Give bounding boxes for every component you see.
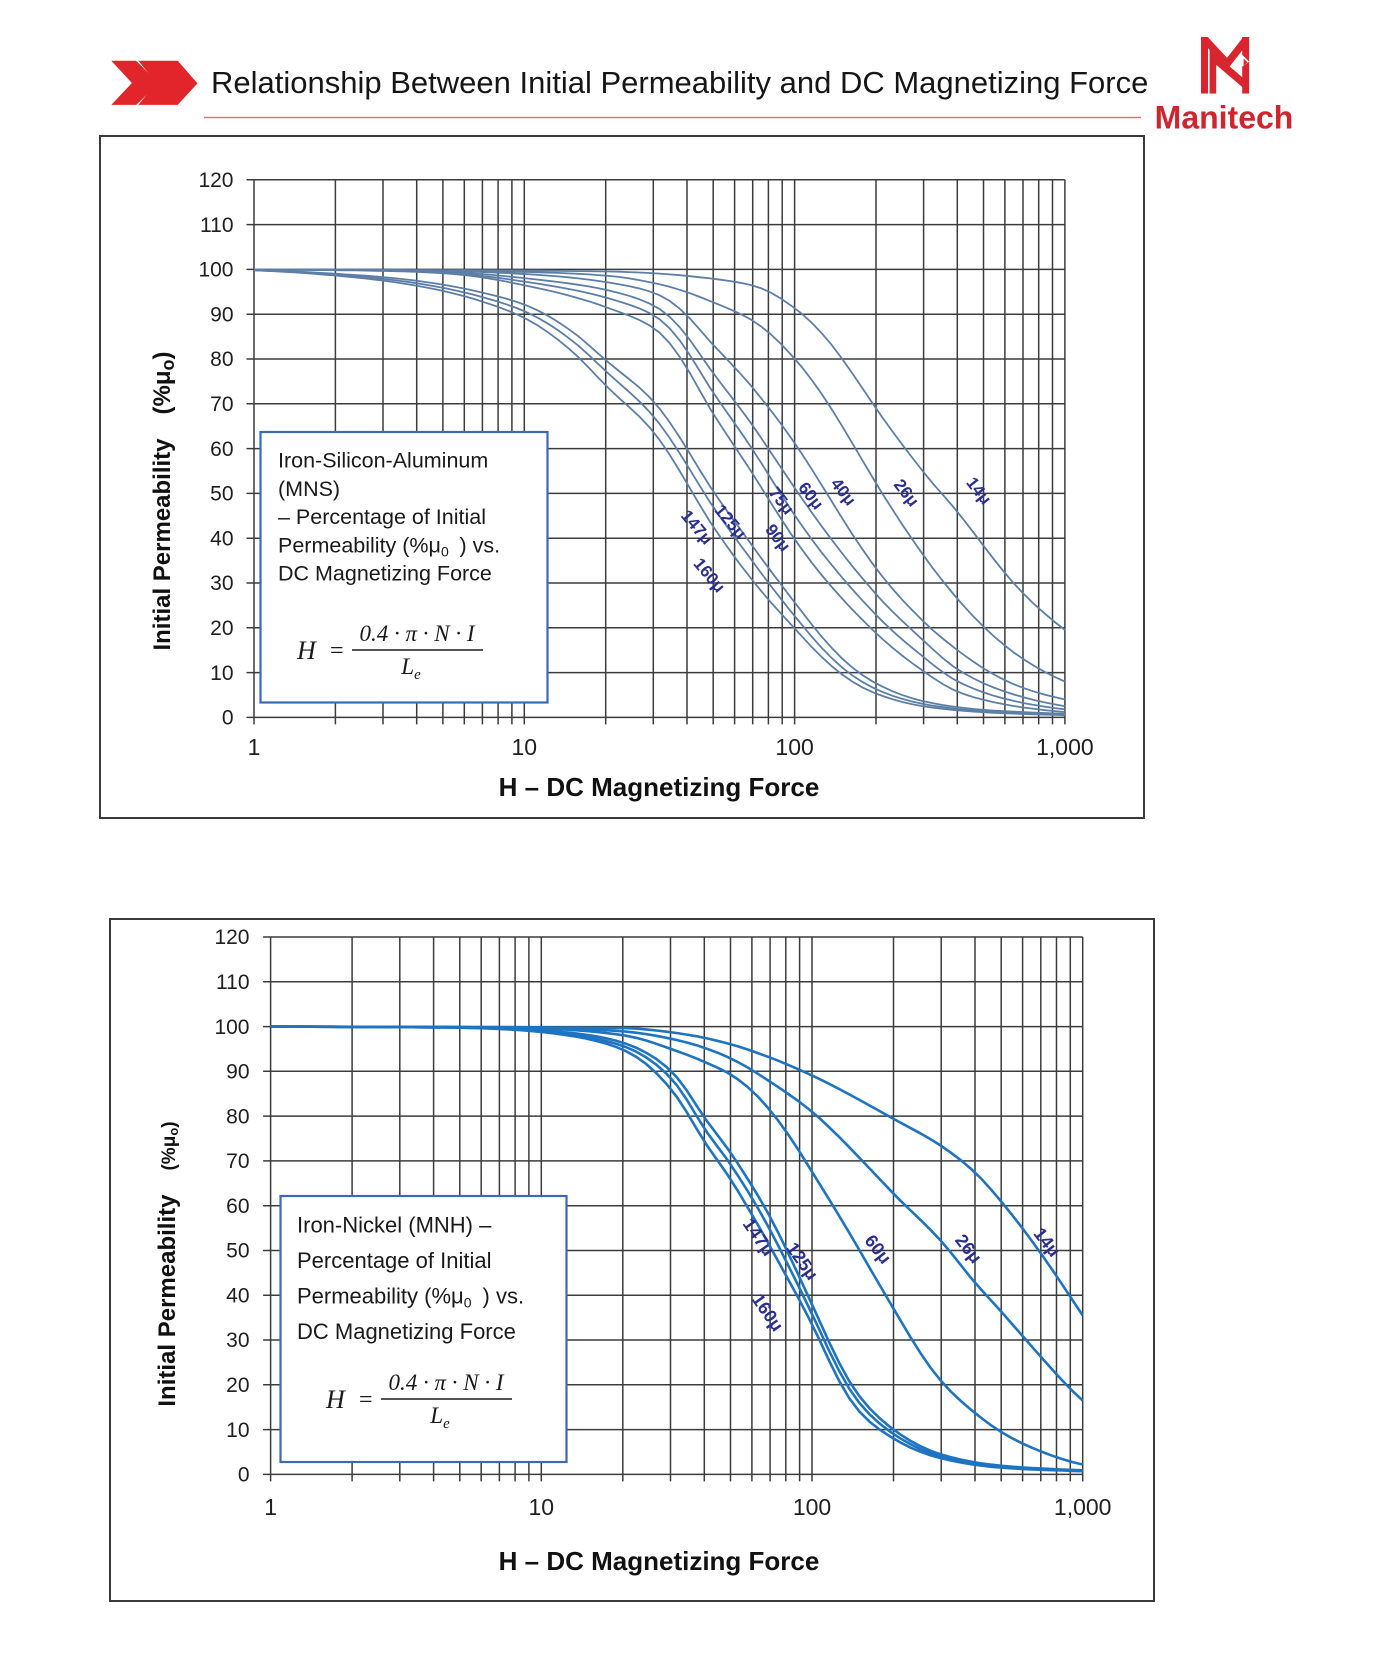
svg-text:0.4 · π · N · I: 0.4 · π · N · I xyxy=(359,621,475,646)
svg-text:100: 100 xyxy=(793,1494,831,1520)
svg-text:0.4 · π · N · I: 0.4 · π · N · I xyxy=(388,1370,504,1395)
svg-text:(MNS): (MNS) xyxy=(278,477,340,501)
svg-text:0: 0 xyxy=(222,707,234,730)
svg-text:120: 120 xyxy=(198,169,233,192)
svg-text:14μ: 14μ xyxy=(1030,1224,1065,1261)
svg-text:DC Magnetizing Force: DC Magnetizing Force xyxy=(297,1319,516,1344)
svg-text:120: 120 xyxy=(214,926,249,949)
svg-text:Permeability (%μ0 ) vs.: Permeability (%μ0 ) vs. xyxy=(297,1283,524,1310)
svg-text:125μ: 125μ xyxy=(711,501,750,543)
svg-text:H: H xyxy=(296,636,317,665)
svg-text:50: 50 xyxy=(226,1240,249,1263)
svg-text:80: 80 xyxy=(226,1105,249,1128)
svg-text:50: 50 xyxy=(210,483,233,506)
svg-text:Initial Permeability (%μo): Initial Permeability (%μo) xyxy=(154,1121,181,1406)
svg-text:90: 90 xyxy=(210,303,233,326)
svg-text:100: 100 xyxy=(198,259,233,282)
svg-text:20: 20 xyxy=(226,1374,249,1397)
svg-text:30: 30 xyxy=(210,572,233,595)
svg-text:110: 110 xyxy=(200,214,233,237)
svg-text:40μ: 40μ xyxy=(827,474,860,509)
svg-text:125μ: 125μ xyxy=(782,1239,822,1284)
svg-text:110: 110 xyxy=(216,971,249,994)
svg-text:70: 70 xyxy=(210,393,233,416)
svg-text:60: 60 xyxy=(210,438,233,461)
svg-text:DC Magnetizing Force: DC Magnetizing Force xyxy=(278,562,492,586)
svg-text:100: 100 xyxy=(775,734,813,760)
svg-text:H – DC Magnetizing Force: H – DC Magnetizing Force xyxy=(499,1546,820,1576)
svg-text:20: 20 xyxy=(210,617,233,640)
svg-text:Iron-Silicon-Aluminum: Iron-Silicon-Aluminum xyxy=(278,449,488,473)
svg-text:80: 80 xyxy=(210,348,233,371)
svg-text:1: 1 xyxy=(248,734,261,760)
svg-text:– Percentage of Initial: – Percentage of Initial xyxy=(278,505,486,529)
svg-text:Relationship Between Initial P: Relationship Between Initial Permeabilit… xyxy=(211,65,1148,100)
svg-text:=: = xyxy=(330,638,344,664)
svg-text:160μ: 160μ xyxy=(748,1290,788,1335)
svg-text:60: 60 xyxy=(226,1195,249,1218)
svg-text:40: 40 xyxy=(210,527,233,550)
svg-text:100: 100 xyxy=(214,1016,249,1039)
svg-text:90: 90 xyxy=(226,1061,249,1084)
svg-text:=: = xyxy=(359,1387,373,1413)
svg-text:70: 70 xyxy=(226,1150,249,1173)
svg-text:Initial Permeability (%μo): Initial Permeability (%μo) xyxy=(149,351,178,650)
svg-text:Percentage of Initial: Percentage of Initial xyxy=(297,1248,491,1273)
svg-text:30: 30 xyxy=(226,1329,249,1352)
svg-text:10: 10 xyxy=(529,1494,555,1520)
svg-text:10: 10 xyxy=(226,1419,249,1442)
svg-text:60μ: 60μ xyxy=(794,478,827,513)
svg-text:H – DC Magnetizing Force: H – DC Magnetizing Force xyxy=(499,772,820,802)
svg-text:Manitech: Manitech xyxy=(1155,100,1294,136)
svg-text:Permeability (%μ0 ) vs.: Permeability (%μ0 ) vs. xyxy=(278,533,500,559)
svg-text:14μ: 14μ xyxy=(962,473,995,508)
svg-text:160μ: 160μ xyxy=(690,554,729,596)
svg-text:10: 10 xyxy=(210,662,233,685)
svg-text:90μ: 90μ xyxy=(761,520,794,555)
svg-text:40: 40 xyxy=(226,1284,249,1307)
svg-text:10: 10 xyxy=(512,734,538,760)
svg-text:Iron-Nickel (MNH) –: Iron-Nickel (MNH) – xyxy=(297,1213,492,1238)
svg-text:0: 0 xyxy=(238,1464,250,1487)
svg-text:1,000: 1,000 xyxy=(1036,734,1094,760)
svg-text:1,000: 1,000 xyxy=(1054,1494,1112,1520)
svg-text:26μ: 26μ xyxy=(890,475,923,510)
svg-text:H: H xyxy=(325,1385,346,1414)
svg-text:1: 1 xyxy=(264,1494,277,1520)
svg-text:26μ: 26μ xyxy=(951,1230,986,1267)
